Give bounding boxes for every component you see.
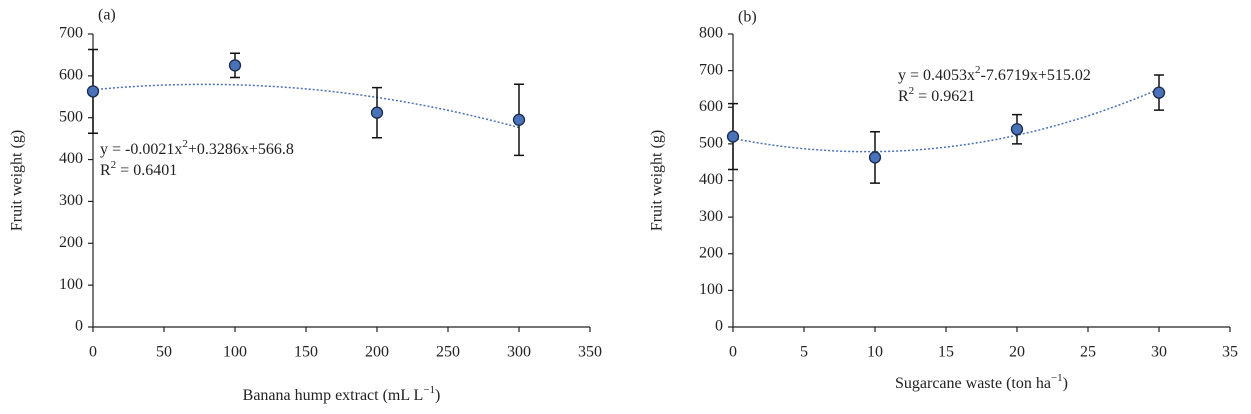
- data-point: [1010, 123, 1024, 136]
- y-tick-label: 800: [699, 25, 723, 42]
- x-tick-label: 100: [223, 344, 247, 361]
- x-tick-label: 30: [1151, 344, 1167, 361]
- superscript: 2: [909, 85, 915, 97]
- text-part: y = 0.4053x: [898, 67, 975, 84]
- trendline-equation: y = 0.4053x2-7.6719x+515.02: [898, 64, 1091, 84]
- r-squared: R2 = 0.6401: [100, 159, 177, 179]
- trendline: [92, 83, 520, 129]
- data-point: [86, 85, 100, 98]
- y-tick-label: 300: [59, 192, 83, 209]
- x-tick-label: 5: [800, 344, 808, 361]
- text-part: ): [1063, 375, 1068, 392]
- trendline-equation: y = -0.0021x2+0.3286x+566.8: [100, 138, 294, 158]
- y-tick-label: 100: [59, 276, 83, 293]
- text-part: Sugarcane waste (ton ha: [895, 375, 1051, 392]
- y-tick-label: 700: [699, 61, 723, 78]
- x-tick-label: 20: [1009, 344, 1025, 361]
- y-tick-label: 400: [59, 150, 83, 167]
- superscript: −1: [1051, 372, 1063, 384]
- y-tick-label: 100: [699, 281, 723, 298]
- superscript: 2: [111, 159, 117, 171]
- superscript: 2: [182, 138, 188, 150]
- panel-label: (b): [738, 9, 757, 26]
- y-tick-label: 500: [699, 135, 723, 152]
- text-part: = 0.9621: [914, 88, 975, 105]
- x-tick-label: 350: [578, 344, 602, 361]
- x-axis-label: Banana hump extract (mL L−1): [243, 384, 441, 404]
- x-tick-label: 0: [89, 344, 97, 361]
- x-tick-label: 15: [938, 344, 954, 361]
- x-tick-label: 200: [365, 344, 389, 361]
- x-tick-label: 10: [867, 344, 883, 361]
- x-tick-label: 0: [729, 344, 737, 361]
- data-point: [512, 113, 526, 126]
- y-axis-label: Fruit weight (g): [9, 130, 26, 231]
- x-axis-label: Sugarcane waste (ton ha−1): [895, 372, 1068, 392]
- y-tick-label: 0: [75, 318, 83, 335]
- text-part: = 0.6401: [116, 162, 177, 179]
- x-tick-label: 250: [436, 344, 460, 361]
- y-tick-label: 300: [699, 208, 723, 225]
- x-tick-label: 35: [1222, 344, 1238, 361]
- text-part: +0.3286x+566.8: [188, 141, 294, 158]
- y-axis-label: Fruit weight (g): [649, 130, 666, 231]
- y-tick-label: 600: [59, 67, 83, 84]
- y-tick-label: 0: [715, 318, 723, 335]
- x-tick-label: 150: [294, 344, 318, 361]
- text-part: R: [898, 88, 909, 105]
- x-tick-label: 50: [156, 344, 172, 361]
- x-tick-label: 300: [507, 344, 531, 361]
- y-tick-label: 600: [699, 98, 723, 115]
- panel-label: (a): [98, 7, 116, 24]
- superscript: −1: [423, 384, 435, 396]
- superscript: 2: [975, 64, 981, 76]
- y-tick-label: 500: [59, 108, 83, 125]
- text-part: ): [435, 387, 440, 404]
- y-tick-label: 700: [59, 25, 83, 42]
- text-part: y = -0.0021x: [100, 141, 182, 158]
- text-part: -7.6719x+515.02: [981, 67, 1091, 84]
- r-squared: R2 = 0.9621: [898, 85, 975, 105]
- data-point: [370, 106, 384, 119]
- x-tick-label: 25: [1080, 344, 1096, 361]
- y-tick-label: 400: [699, 171, 723, 188]
- data-point: [868, 151, 882, 164]
- y-tick-label: 200: [59, 234, 83, 251]
- text-part: R: [100, 162, 111, 179]
- text-part: Banana hump extract (mL L: [243, 387, 424, 404]
- data-point: [228, 59, 242, 72]
- y-tick-label: 200: [699, 244, 723, 261]
- data-point: [726, 130, 740, 143]
- data-point: [1152, 86, 1166, 99]
